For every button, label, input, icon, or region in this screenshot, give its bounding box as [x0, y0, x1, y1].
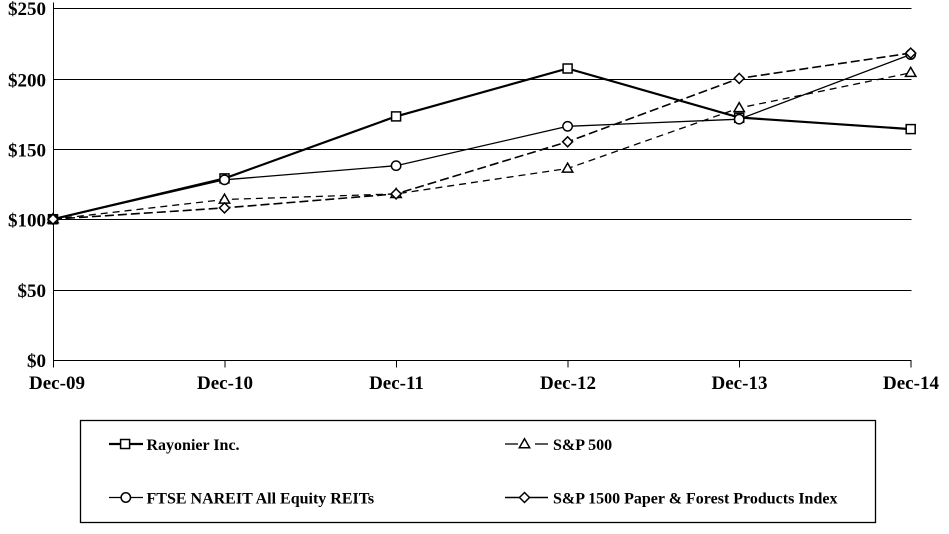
svg-text:$150: $150	[8, 141, 46, 162]
svg-text:$0: $0	[27, 351, 46, 372]
svg-text:$50: $50	[18, 281, 47, 302]
svg-text:Dec-09: Dec-09	[29, 373, 85, 394]
svg-text:Dec-13: Dec-13	[712, 373, 768, 394]
svg-text:$200: $200	[8, 71, 46, 92]
svg-text:$250: $250	[8, 0, 46, 20]
svg-text:S&P 500: S&P 500	[553, 437, 612, 454]
svg-text:Dec-14: Dec-14	[883, 373, 939, 394]
svg-text:Dec-12: Dec-12	[540, 373, 596, 394]
svg-text:$100: $100	[8, 211, 46, 232]
svg-text:Rayonier Inc.: Rayonier Inc.	[147, 437, 240, 454]
svg-text:Dec-10: Dec-10	[197, 373, 253, 394]
svg-text:S&P 1500 Paper & Forest Produc: S&P 1500 Paper & Forest Products Index	[553, 491, 837, 508]
svg-text:FTSE NAREIT All Equity REITs: FTSE NAREIT All Equity REITs	[147, 491, 375, 508]
svg-text:Dec-11: Dec-11	[369, 373, 424, 394]
